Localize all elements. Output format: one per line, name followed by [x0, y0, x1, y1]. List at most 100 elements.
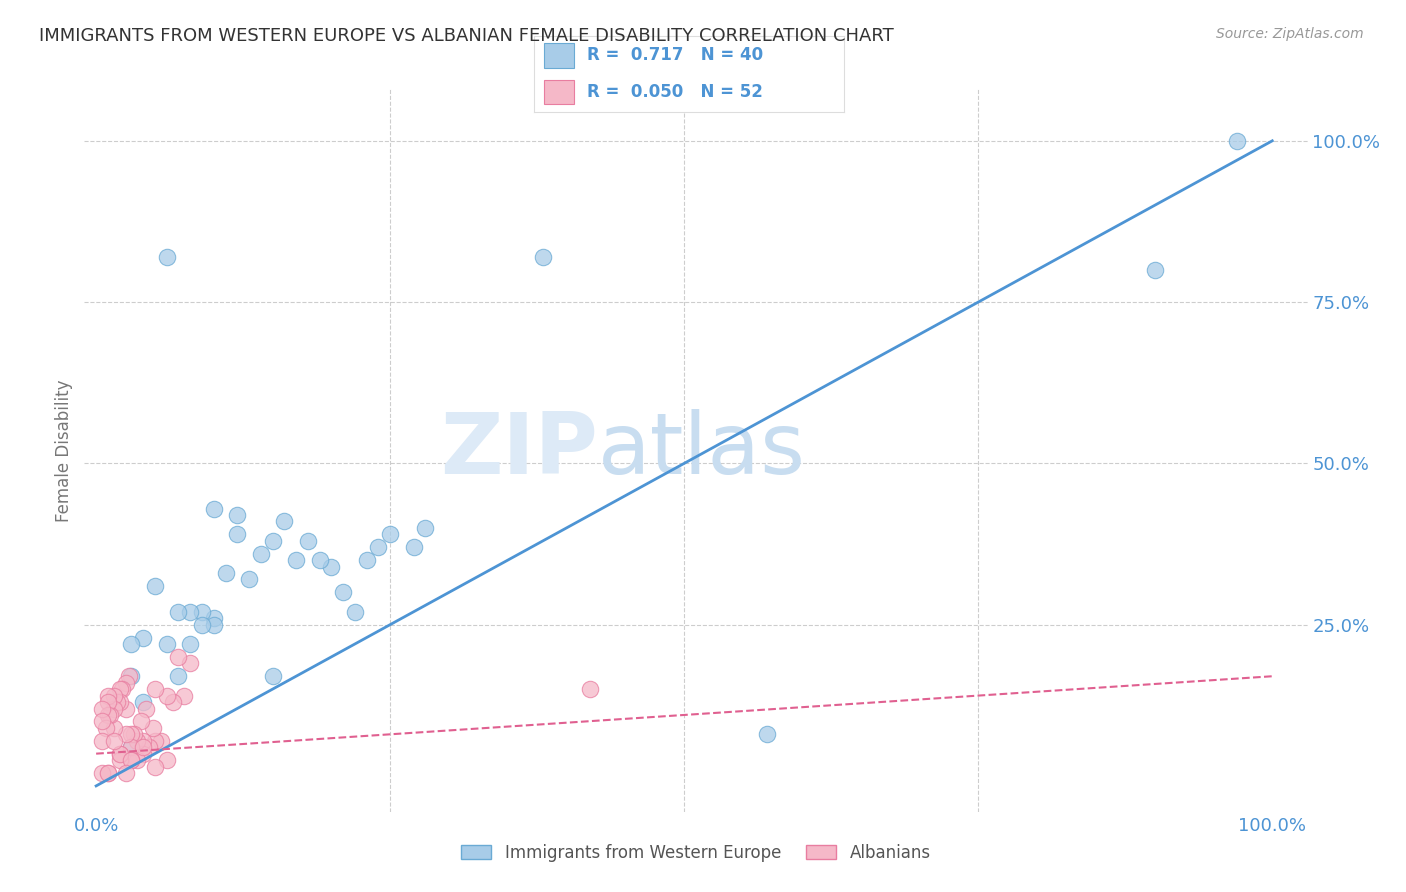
- Point: [531, 250, 554, 264]
- Text: IMMIGRANTS FROM WESTERN EUROPE VS ALBANIAN FEMALE DISABILITY CORRELATION CHART: IMMIGRANTS FROM WESTERN EUROPE VS ALBANI…: [39, 27, 894, 45]
- Point: [108, 753, 131, 767]
- Point: [143, 579, 166, 593]
- Point: [132, 695, 155, 709]
- Point: [91, 733, 114, 747]
- Point: [143, 759, 166, 773]
- Text: R =  0.050   N = 52: R = 0.050 N = 52: [586, 83, 762, 101]
- Point: [226, 508, 249, 522]
- Point: [179, 657, 201, 671]
- Point: [132, 733, 155, 747]
- Point: [214, 566, 236, 580]
- Point: [297, 533, 319, 548]
- Point: [202, 611, 225, 625]
- Point: [91, 766, 114, 780]
- Bar: [544, 79, 575, 104]
- Point: [1143, 263, 1166, 277]
- Point: [415, 521, 437, 535]
- Point: [122, 727, 145, 741]
- Point: [156, 689, 179, 703]
- Point: [138, 740, 160, 755]
- Point: [91, 714, 114, 729]
- Point: [380, 527, 402, 541]
- Point: [120, 669, 142, 683]
- Text: R =  0.717   N = 40: R = 0.717 N = 40: [586, 46, 763, 64]
- Point: [127, 733, 149, 747]
- Point: [173, 689, 195, 703]
- Point: [143, 733, 166, 747]
- Point: [120, 727, 142, 741]
- Point: [114, 675, 136, 690]
- Point: [108, 682, 131, 697]
- Point: [97, 708, 120, 723]
- Point: [273, 515, 295, 529]
- Point: [94, 721, 117, 735]
- Legend: Immigrants from Western Europe, Albanians: Immigrants from Western Europe, Albanian…: [454, 837, 938, 869]
- Point: [114, 727, 136, 741]
- Point: [332, 585, 354, 599]
- Point: [226, 527, 249, 541]
- Point: [755, 727, 778, 741]
- Point: [202, 501, 225, 516]
- Point: [108, 747, 131, 761]
- Point: [202, 617, 225, 632]
- Point: [356, 553, 378, 567]
- Point: [120, 637, 142, 651]
- Point: [167, 649, 190, 664]
- Point: [91, 701, 114, 715]
- Y-axis label: Female Disability: Female Disability: [55, 379, 73, 522]
- Point: [108, 695, 131, 709]
- Point: [103, 689, 125, 703]
- Point: [249, 547, 271, 561]
- Point: [105, 695, 128, 709]
- Point: [120, 740, 142, 755]
- Point: [167, 669, 190, 683]
- Point: [103, 721, 125, 735]
- Point: [118, 669, 141, 683]
- Point: [132, 631, 155, 645]
- Point: [167, 605, 190, 619]
- Point: [343, 605, 366, 619]
- Point: [135, 701, 157, 715]
- Point: [191, 617, 214, 632]
- Bar: [544, 44, 575, 68]
- Point: [103, 733, 125, 747]
- Point: [132, 747, 155, 761]
- Point: [191, 605, 214, 619]
- Point: [156, 250, 179, 264]
- Point: [129, 714, 152, 729]
- Text: ZIP: ZIP: [440, 409, 598, 492]
- Point: [97, 766, 120, 780]
- Point: [103, 701, 125, 715]
- Point: [162, 695, 184, 709]
- Point: [149, 733, 172, 747]
- Point: [114, 766, 136, 780]
- Point: [132, 740, 155, 755]
- Text: atlas: atlas: [598, 409, 806, 492]
- Point: [285, 553, 308, 567]
- Point: [114, 701, 136, 715]
- Point: [402, 540, 425, 554]
- Point: [120, 740, 142, 755]
- Point: [108, 747, 131, 761]
- Point: [98, 708, 121, 723]
- Point: [120, 753, 142, 767]
- Point: [367, 540, 389, 554]
- Point: [579, 682, 602, 697]
- Point: [179, 605, 201, 619]
- Point: [156, 753, 179, 767]
- Point: [142, 721, 165, 735]
- Point: [111, 682, 134, 697]
- Point: [143, 682, 166, 697]
- Point: [262, 533, 284, 548]
- Point: [97, 695, 120, 709]
- Point: [1226, 134, 1249, 148]
- Point: [127, 753, 149, 767]
- Point: [179, 637, 201, 651]
- Point: [97, 766, 120, 780]
- Point: [321, 559, 343, 574]
- Text: Source: ZipAtlas.com: Source: ZipAtlas.com: [1216, 27, 1364, 41]
- Point: [262, 669, 284, 683]
- Point: [97, 689, 120, 703]
- Point: [156, 637, 179, 651]
- Point: [120, 753, 142, 767]
